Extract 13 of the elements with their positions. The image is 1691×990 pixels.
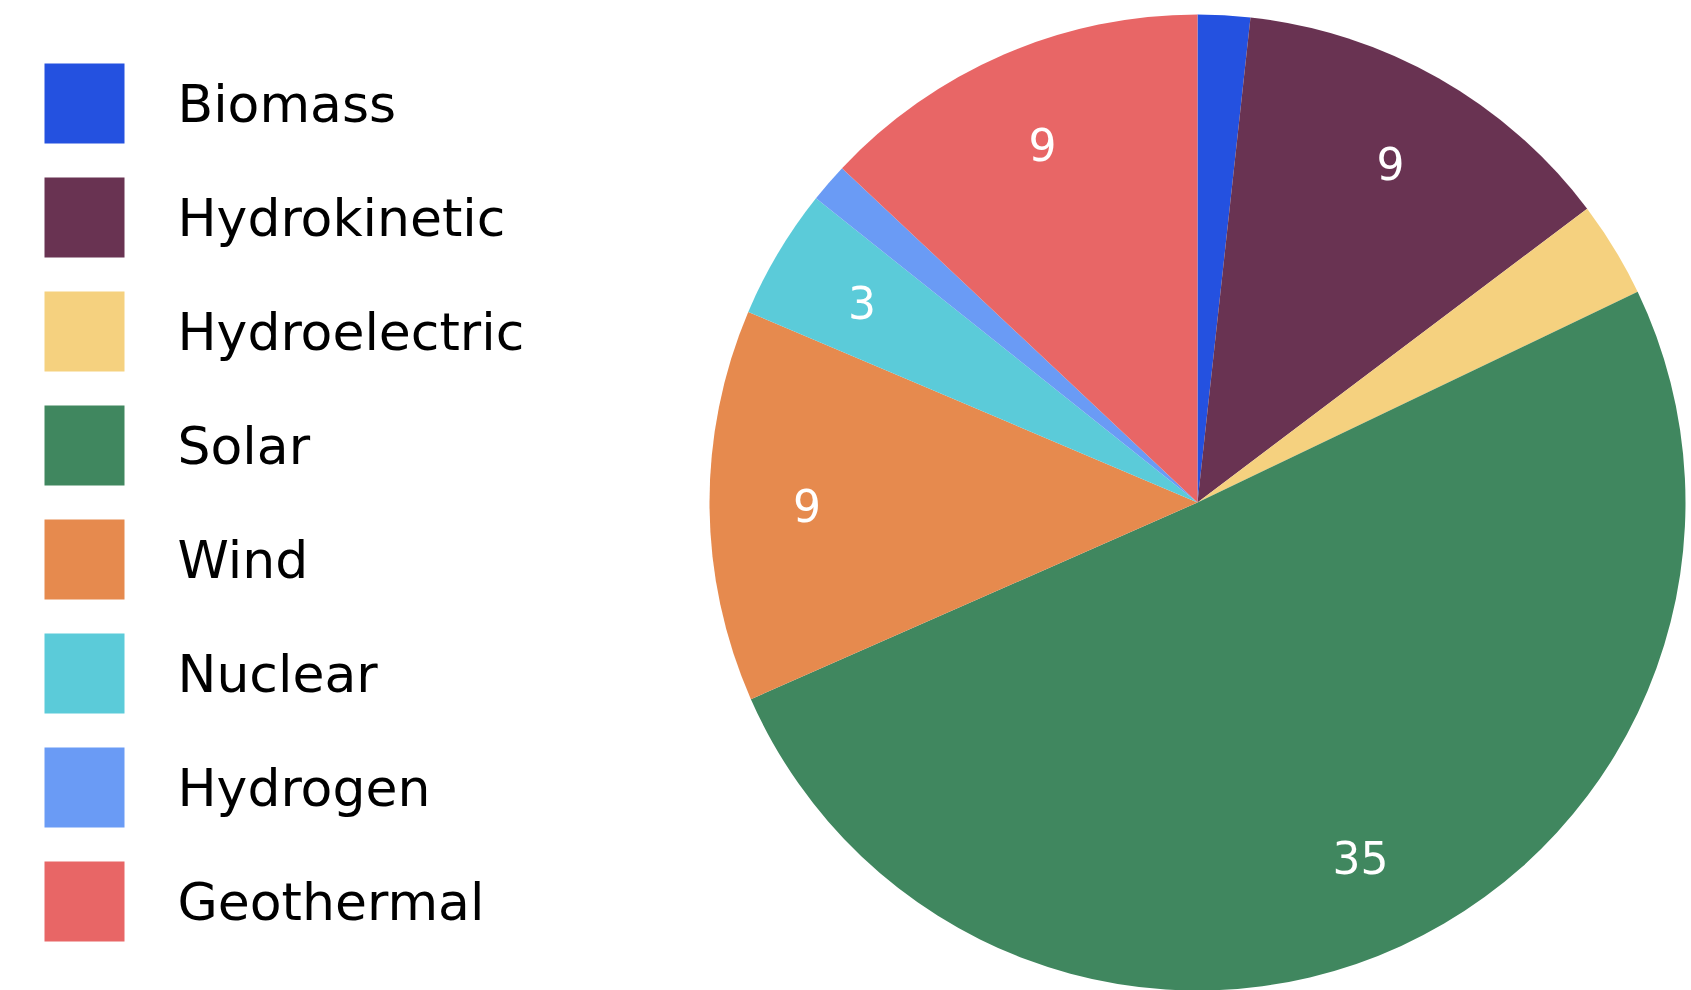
legend-label: Wind [177,529,309,590]
legend-label: Nuclear [177,643,379,704]
legend-label: Hydroelectric [177,301,525,362]
legend-label: Biomass [177,73,397,134]
legend-label: Hydrokinetic [177,187,506,248]
data-label: 9 [1376,138,1405,190]
data-label: 9 [1028,119,1057,171]
data-label: 9 [793,480,822,532]
legend-label: Solar [177,415,311,476]
legend-label: Geothermal [177,871,485,932]
data-label: 3 [848,278,877,330]
data-label: 35 [1332,832,1389,884]
legend-label: Hydrogen [177,757,431,818]
